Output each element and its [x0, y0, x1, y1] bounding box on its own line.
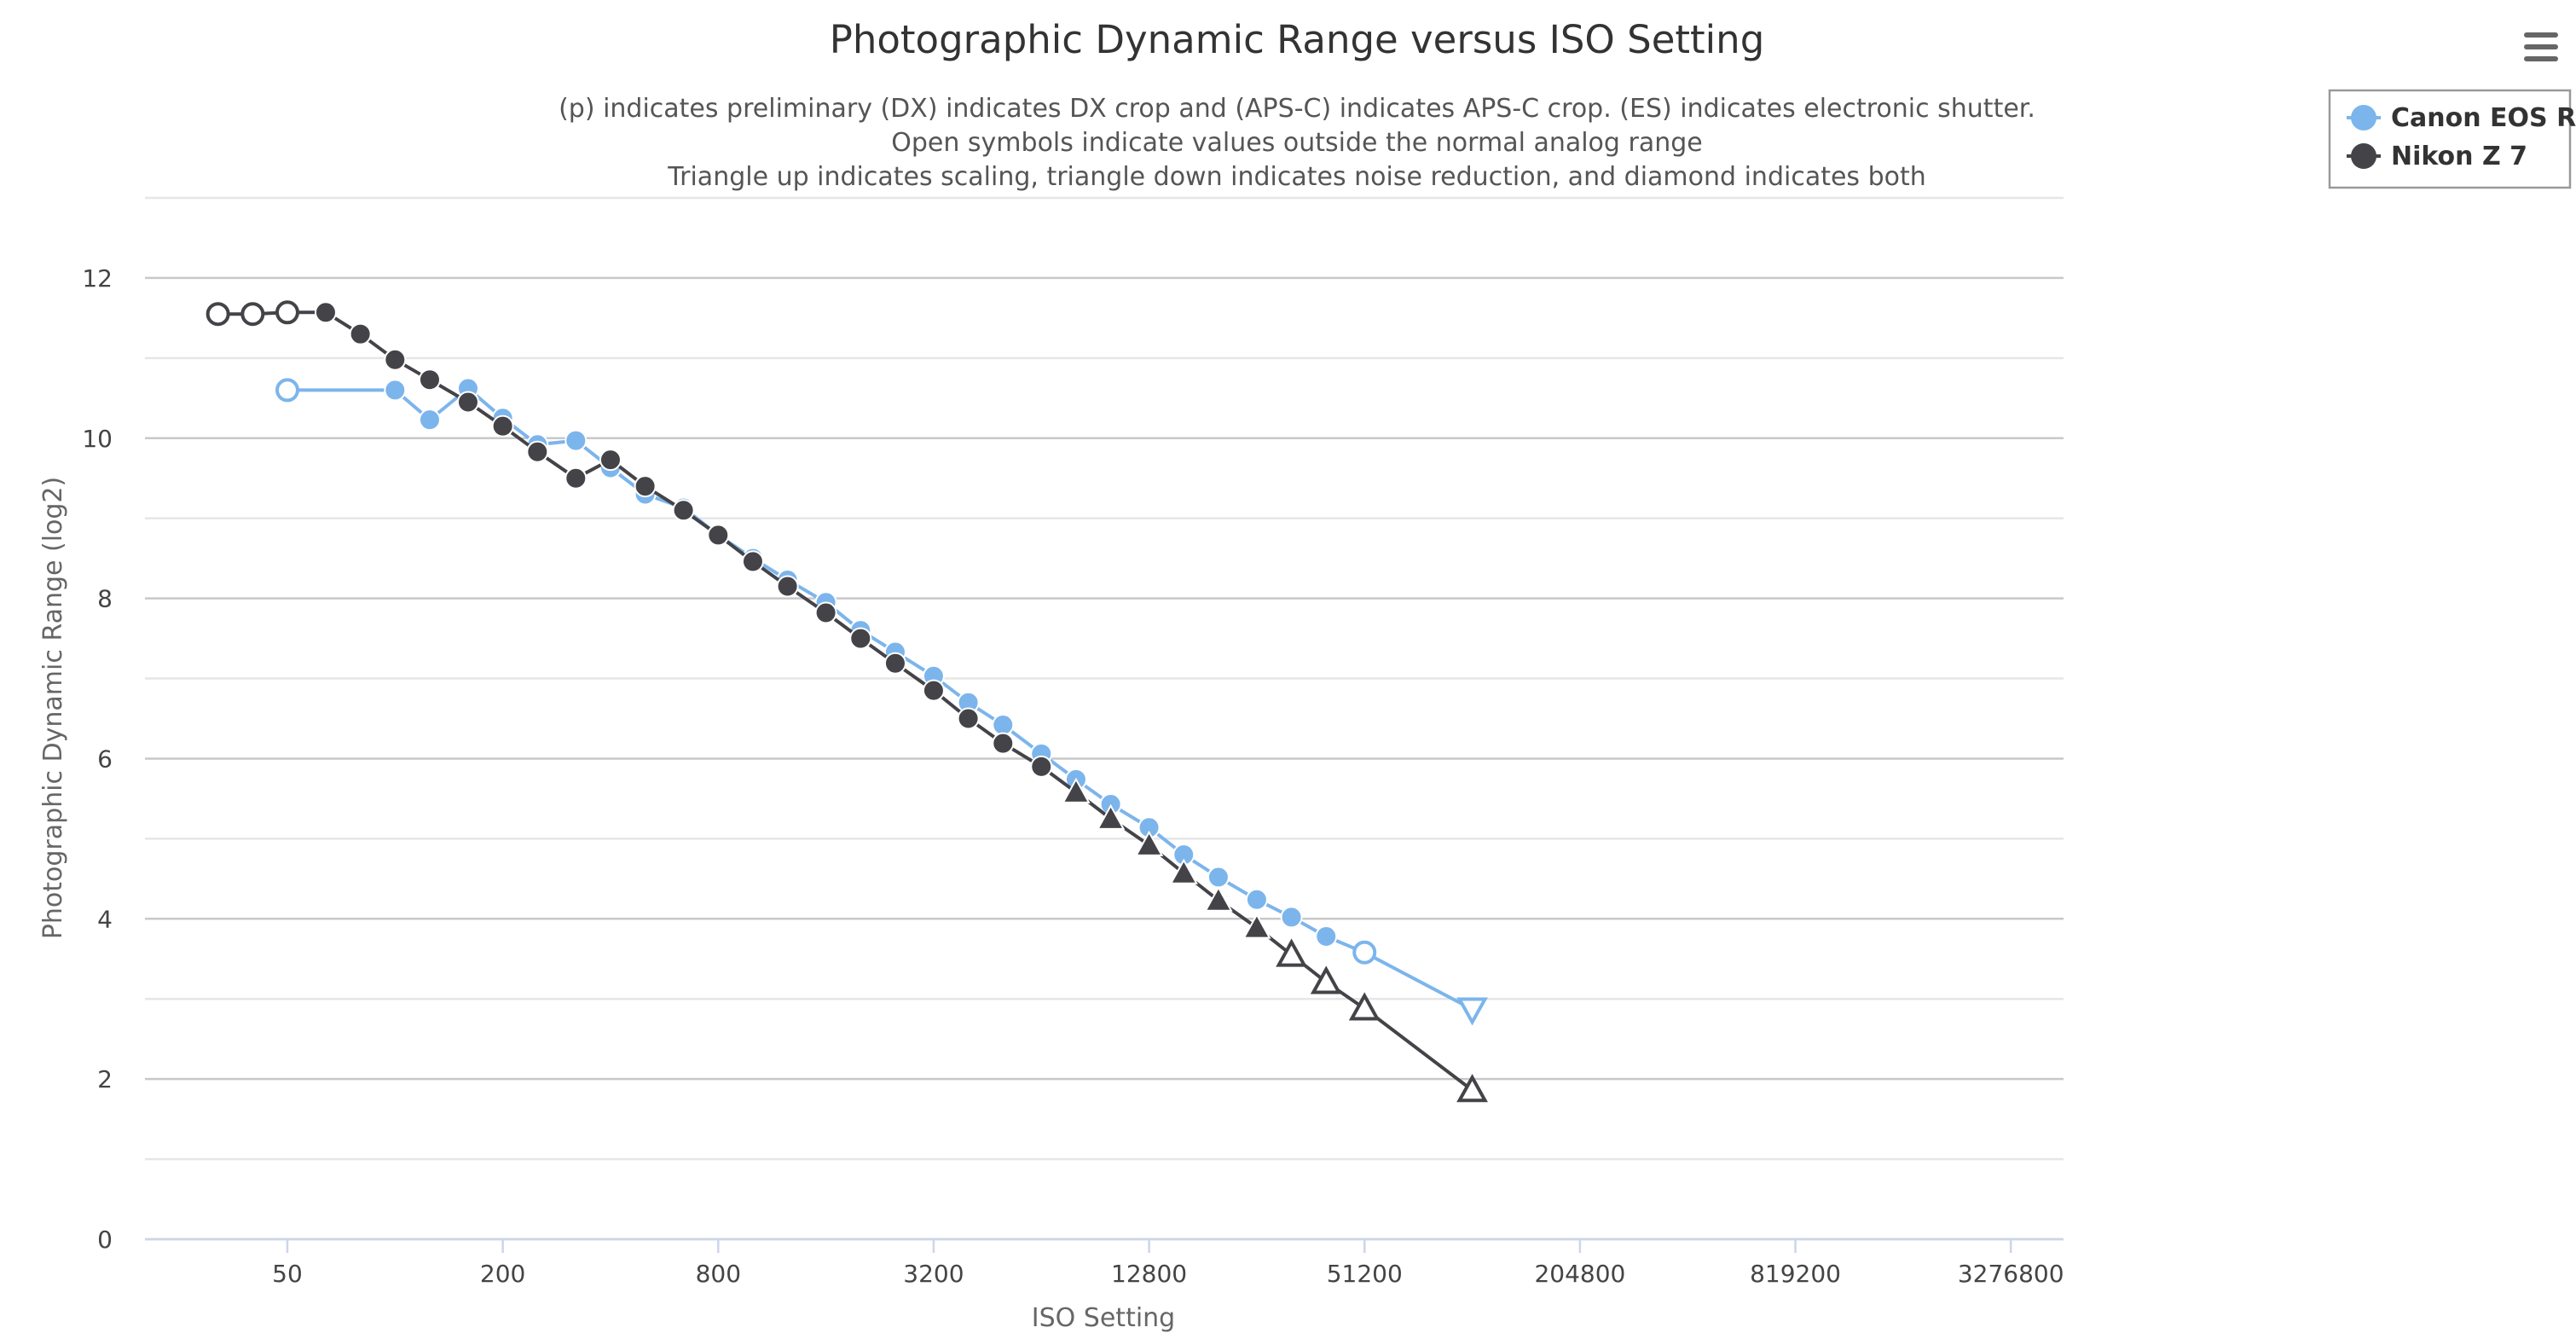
x-tick-label: 3276800 [1958, 1260, 2064, 1288]
y-axis-title: Photographic Dynamic Range (log2) [38, 477, 68, 939]
grid-lines [145, 196, 2064, 1241]
hamburger-menu-icon [2524, 32, 2558, 61]
data-point-canon-eos-r[interactable] [1280, 906, 1303, 929]
data-point-nikon-z-7[interactable] [599, 449, 622, 472]
legend-marker-nikon-z-7 [2351, 143, 2376, 169]
legend-item-canon-eos-r[interactable]: Canon EOS R [2347, 103, 2576, 133]
legend: Canon EOS R Nikon Z 7 [2328, 89, 2576, 189]
chart-menu-button[interactable] [2518, 24, 2561, 67]
data-point-nikon-z-7[interactable] [1276, 938, 1307, 967]
y-tick-label: 10 [82, 425, 113, 453]
data-point-nikon-z-7[interactable] [992, 732, 1015, 755]
x-tick-label: 3200 [903, 1260, 964, 1288]
data-point-nikon-z-7[interactable] [491, 414, 514, 438]
series-nikon-z-7 [206, 300, 1488, 1103]
data-point-nikon-z-7[interactable] [1169, 858, 1198, 884]
data-point-canon-eos-r[interactable] [1456, 997, 1488, 1026]
data-point-nikon-z-7[interactable] [206, 302, 230, 327]
data-point-nikon-z-7[interactable] [672, 499, 695, 522]
data-point-nikon-z-7[interactable] [564, 467, 588, 490]
chart-title: Photographic Dynamic Range versus ISO Se… [830, 17, 1765, 62]
data-point-nikon-z-7[interactable] [418, 368, 441, 391]
x-axis-title: ISO Setting [1032, 1303, 1175, 1333]
x-tick-label: 204800 [1534, 1260, 1625, 1288]
x-tick-label: 200 [480, 1260, 525, 1288]
x-tick-label: 50 [272, 1260, 303, 1288]
legend-item-nikon-z-7[interactable]: Nikon Z 7 [2347, 142, 2527, 171]
data-point-nikon-z-7[interactable] [883, 652, 906, 675]
y-tick-label: 8 [97, 585, 113, 613]
data-point-nikon-z-7[interactable] [1204, 885, 1233, 912]
data-point-nikon-z-7[interactable] [922, 679, 945, 702]
data-point-nikon-z-7[interactable] [456, 391, 479, 414]
data-point-nikon-z-7[interactable] [314, 301, 337, 324]
y-tick-label: 2 [97, 1065, 113, 1093]
data-point-nikon-z-7[interactable] [707, 524, 730, 547]
data-point-nikon-z-7[interactable] [1062, 777, 1091, 803]
series-layer [206, 300, 1488, 1103]
x-axis-tick-labels: 50 200 800 3200 12800 51200 204800 819200 327680… [272, 1239, 2064, 1288]
data-point-nikon-z-7[interactable] [1310, 965, 1342, 994]
legend-label-nikon-z-7: Nikon Z 7 [2391, 142, 2527, 171]
y-tick-label: 0 [97, 1226, 113, 1254]
data-point-canon-eos-r[interactable] [418, 409, 441, 432]
data-point-canon-eos-r[interactable] [1352, 940, 1377, 965]
y-tick-label: 12 [82, 264, 113, 293]
data-point-nikon-z-7[interactable] [957, 707, 980, 730]
data-point-nikon-z-7[interactable] [1456, 1074, 1488, 1103]
data-point-canon-eos-r[interactable] [564, 429, 588, 452]
chart-subtitle-line-1: (p) indicates preliminary (DX) indicates… [559, 94, 2035, 124]
data-point-nikon-z-7[interactable] [1030, 755, 1053, 778]
data-point-nikon-z-7[interactable] [384, 348, 407, 371]
data-point-nikon-z-7[interactable] [849, 627, 872, 650]
x-tick-label: 51200 [1327, 1260, 1403, 1288]
legend-label-canon-eos-r: Canon EOS R [2391, 103, 2576, 133]
y-axis-tick-labels: 0 2 4 6 8 10 12 [82, 264, 113, 1254]
x-tick-label: 819200 [1750, 1260, 1841, 1288]
data-point-nikon-z-7[interactable] [1348, 992, 1381, 1021]
data-point-canon-eos-r[interactable] [384, 379, 407, 402]
data-point-canon-eos-r[interactable] [1245, 888, 1268, 911]
x-tick-label: 800 [696, 1260, 741, 1288]
data-point-canon-eos-r[interactable] [275, 378, 299, 403]
data-point-nikon-z-7[interactable] [814, 601, 837, 624]
series-line-nikon-z-7[interactable] [216, 310, 1474, 1093]
x-tick-label: 12800 [1111, 1260, 1187, 1288]
data-point-nikon-z-7[interactable] [526, 440, 549, 463]
data-point-nikon-z-7[interactable] [240, 302, 265, 327]
data-point-canon-eos-r[interactable] [992, 714, 1015, 737]
data-point-nikon-z-7[interactable] [1096, 803, 1126, 830]
legend-marker-canon-eos-r [2351, 105, 2376, 130]
data-point-nikon-z-7[interactable] [741, 550, 764, 573]
data-point-nikon-z-7[interactable] [1134, 830, 1164, 856]
data-point-nikon-z-7[interactable] [1242, 913, 1271, 939]
data-point-nikon-z-7[interactable] [275, 300, 299, 325]
y-tick-label: 6 [97, 745, 113, 773]
chart-subtitle-line-2: Open symbols indicate values outside the… [891, 128, 1702, 158]
chart-subtitle-line-3: Triangle up indicates scaling, triangle … [667, 162, 1926, 192]
y-tick-label: 4 [97, 905, 113, 933]
data-point-canon-eos-r[interactable] [1207, 866, 1230, 889]
data-point-nikon-z-7[interactable] [349, 322, 372, 345]
data-point-canon-eos-r[interactable] [1315, 925, 1338, 948]
data-point-nikon-z-7[interactable] [634, 475, 657, 498]
data-point-nikon-z-7[interactable] [776, 575, 799, 598]
